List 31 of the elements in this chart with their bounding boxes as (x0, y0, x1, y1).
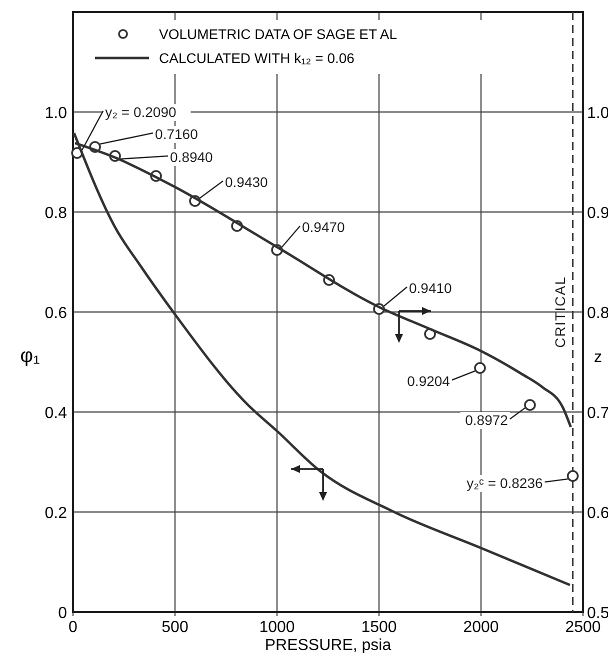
point (566, 470, 579, 482)
x-tick-label: 1000 (259, 619, 295, 636)
x-axis-title: PRESSURE, psia (264, 637, 392, 654)
annotation: 0.7160 (155, 126, 198, 142)
annotation: 0.8972 (465, 412, 508, 428)
ref-line-label: CRITICAL (552, 276, 568, 348)
annotation: 0.9470 (302, 219, 346, 235)
y2-tick-label: 0.7 (587, 405, 610, 422)
y-tick-label: 0.8 (44, 205, 68, 222)
annotation: 0.9204 (407, 373, 450, 389)
point (474, 362, 486, 374)
y-tick-label: 0 (58, 605, 68, 622)
x-tick-label: 1500 (361, 619, 397, 636)
y-tick-label: 0.4 (44, 405, 68, 422)
y-tick-label: 0.2 (44, 505, 68, 522)
legend-label: CALCULATED WITH k₁₂ = 0.06 (159, 50, 355, 66)
x-tick-label: 500 (162, 619, 188, 636)
x-tick-label: 2000 (463, 619, 499, 636)
annotation: y₂ᶜ = 0.8236 (466, 475, 544, 491)
y2-axis-title: z (594, 349, 602, 366)
x-tick-label: 0 (68, 619, 78, 636)
y-tick-label: 1.0 (44, 105, 68, 122)
annotation: y₂ = 0.2090 (105, 104, 177, 120)
point (524, 399, 536, 411)
x-tick-label: 2500 (565, 619, 601, 636)
annotation: 0.9410 (409, 280, 452, 296)
legend-label: VOLUMETRIC DATA OF SAGE ET AL (159, 26, 398, 42)
y-tick-label: 0.6 (44, 305, 68, 322)
y-axis-title: φ₁ (20, 345, 40, 367)
annotation: 0.8940 (170, 149, 214, 165)
annotation: 0.9430 (224, 174, 268, 190)
